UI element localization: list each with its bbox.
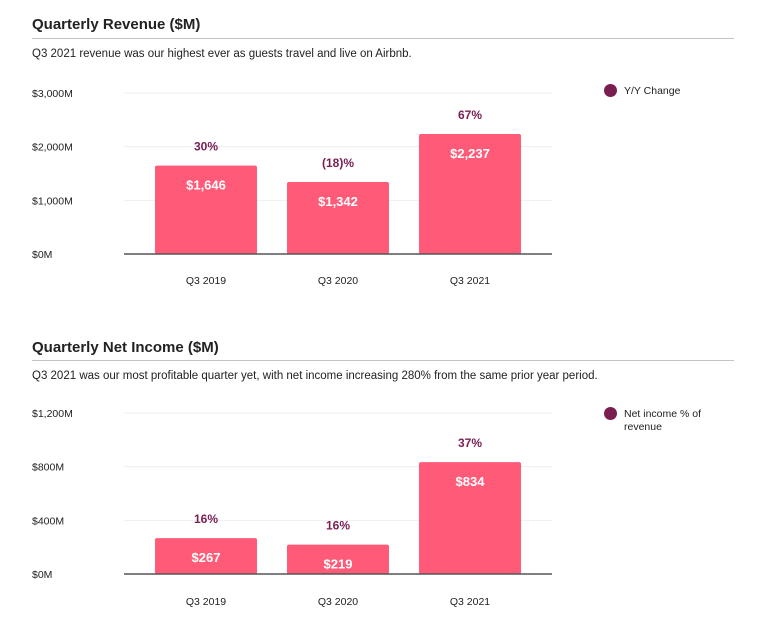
net-income-section-subtitle: Q3 2021 was our most profitable quarter … [32, 370, 598, 382]
revenue-y-tick-label: $2,000M [32, 142, 73, 154]
net-income-bar [287, 544, 389, 574]
net-income-legend-marker [604, 407, 617, 420]
revenue-bar [287, 181, 389, 254]
revenue-x-category-label: Q3 2020 [318, 275, 358, 287]
revenue-chart: $0M $1,000M $2,000M $3,000M $1,646 30% Q3 2019… [32, 88, 552, 287]
net-income-y-tick-label: $400M [32, 515, 64, 527]
revenue-legend-marker [604, 84, 617, 97]
net-income-yoy-annotation: 16% [326, 519, 350, 533]
net-income-legend: Net income % of revenue [604, 407, 706, 434]
net-income-section-title: Quarterly Net Income ($M) [32, 339, 219, 356]
revenue-y-tick-label: $1,000M [32, 195, 73, 207]
net-income-chart: $0M $400M $800M $1,200M $267 16% Q3 2019 $219 16… [32, 408, 552, 608]
revenue-y-tick-label: $0M [32, 249, 52, 261]
net-income-bar [155, 538, 257, 574]
revenue-legend: Y/Y Change [604, 84, 706, 98]
net-income-y-tick-label: $1,200M [32, 408, 73, 420]
net-income-bar-value-label: $219 [324, 557, 353, 572]
net-income-yoy-annotation: 37% [458, 436, 482, 450]
revenue-yoy-annotation: 67% [458, 108, 482, 122]
net-income-y-tick-label: $800M [32, 462, 64, 474]
revenue-section-divider [32, 38, 734, 39]
revenue-bar [155, 165, 257, 254]
revenue-section-subtitle: Q3 2021 revenue was our highest ever as … [32, 48, 412, 60]
net-income-bar-value-label: $834 [456, 474, 486, 489]
revenue-section-title: Quarterly Revenue ($M) [32, 16, 201, 33]
revenue-bar-value-label: $1,342 [318, 194, 358, 209]
net-income-x-category-label: Q3 2021 [450, 596, 490, 608]
revenue-legend-label: Y/Y Change [624, 85, 681, 97]
net-income-yoy-annotation: 16% [194, 512, 218, 526]
revenue-x-category-label: Q3 2021 [450, 275, 490, 287]
revenue-bar [419, 133, 521, 254]
net-income-x-category-label: Q3 2019 [186, 596, 226, 608]
net-income-bar-value-label: $267 [192, 550, 221, 565]
net-income-y-tick-label: $0M [32, 569, 52, 581]
revenue-bar-value-label: $1,646 [186, 178, 226, 193]
revenue-yoy-annotation: 30% [194, 140, 218, 154]
revenue-x-category-label: Q3 2019 [186, 275, 226, 287]
revenue-yoy-annotation: (18)% [322, 156, 354, 170]
net-income-x-category-label: Q3 2020 [318, 596, 358, 608]
net-income-bar [419, 462, 521, 574]
net-income-section-divider [32, 360, 734, 361]
net-income-legend-label: Net income % of revenue [624, 408, 702, 433]
revenue-bar-value-label: $2,237 [450, 146, 490, 161]
revenue-y-tick-label: $3,000M [32, 88, 73, 100]
